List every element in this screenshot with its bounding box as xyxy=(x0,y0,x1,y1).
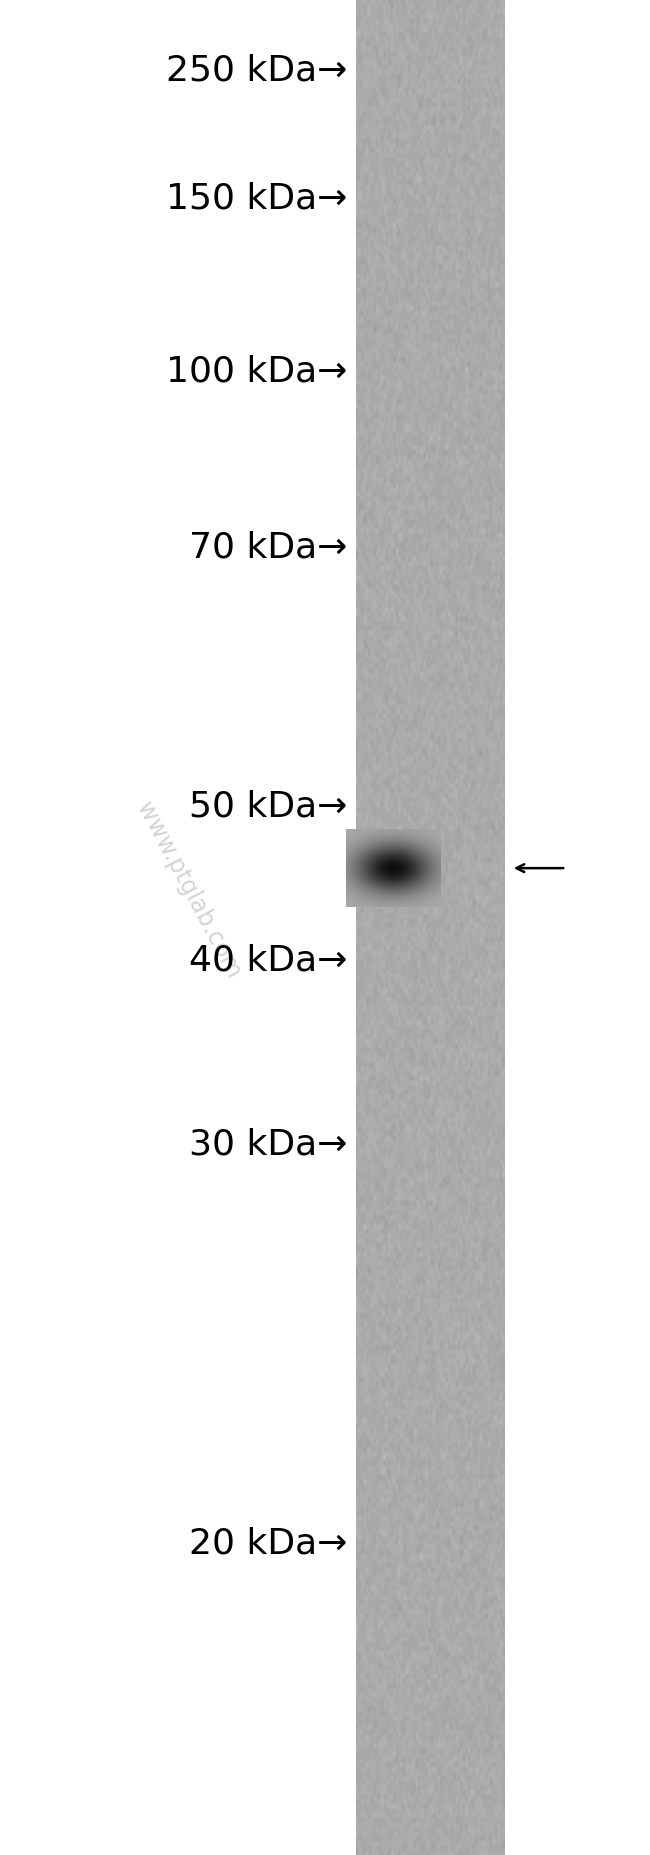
Text: www.ptglab.com: www.ptglab.com xyxy=(132,798,245,983)
Text: 250 kDa→: 250 kDa→ xyxy=(166,54,348,87)
Text: 50 kDa→: 50 kDa→ xyxy=(189,790,348,824)
Text: 70 kDa→: 70 kDa→ xyxy=(189,531,348,564)
Text: 30 kDa→: 30 kDa→ xyxy=(189,1128,348,1161)
Text: 150 kDa→: 150 kDa→ xyxy=(166,182,348,215)
Text: 20 kDa→: 20 kDa→ xyxy=(189,1527,348,1560)
Text: 100 kDa→: 100 kDa→ xyxy=(166,354,348,388)
Text: 40 kDa→: 40 kDa→ xyxy=(189,944,348,978)
